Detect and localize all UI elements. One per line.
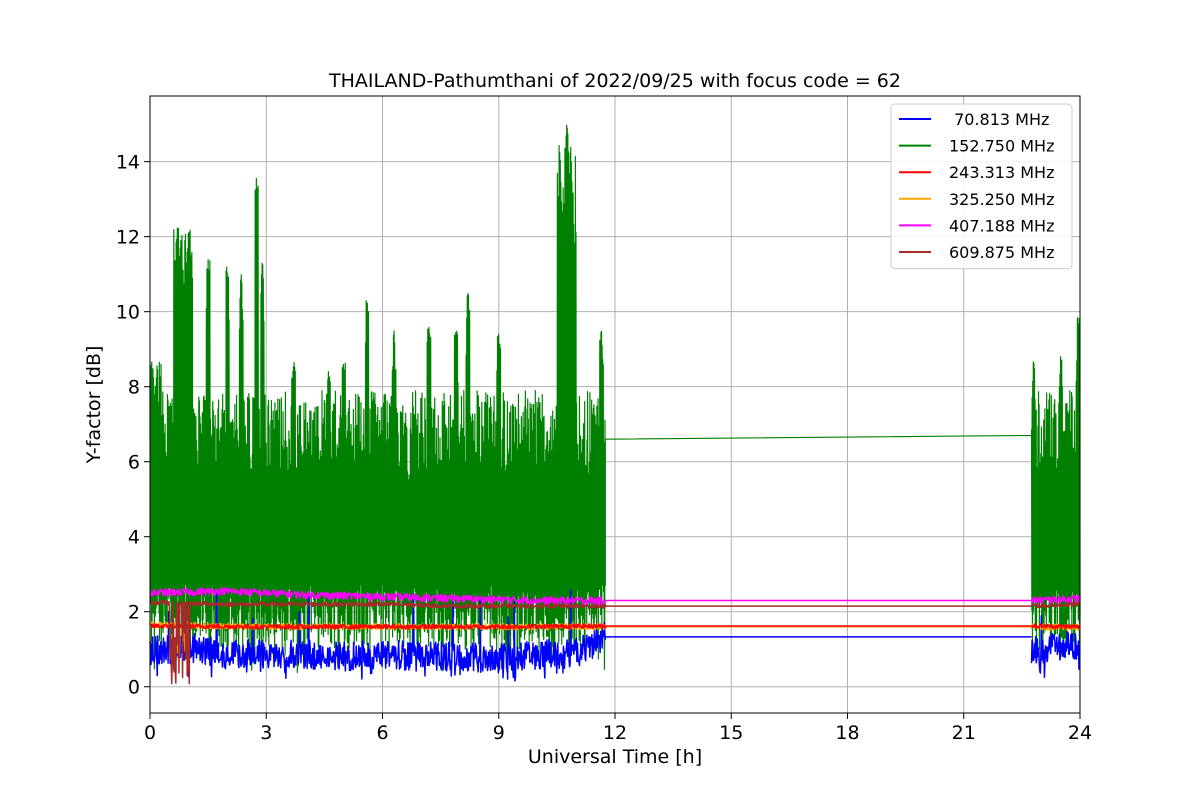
legend-label: 152.750 MHz	[949, 137, 1054, 156]
x-tick-label: 18	[835, 722, 859, 744]
legend-label: 243.313 MHz	[949, 163, 1054, 182]
x-tick-label: 3	[260, 722, 272, 744]
series-line-70-813-mhz	[149, 588, 1081, 682]
legend-label: 407.188 MHz	[949, 216, 1054, 235]
y-tick-label: 4	[128, 527, 140, 549]
y-tick-label: 2	[128, 602, 140, 624]
x-tick-label: 9	[493, 722, 505, 744]
x-tick-label: 12	[603, 722, 627, 744]
x-tick-label: 6	[376, 722, 388, 744]
series-line-609-875-mhz	[149, 599, 1081, 685]
x-axis-label: Universal Time [h]	[528, 746, 702, 768]
series-layer	[149, 124, 1081, 685]
x-tick-label: 21	[952, 722, 976, 744]
legend-box	[890, 103, 1073, 270]
x-tick-label: 0	[144, 722, 156, 744]
series-line-407-188-mhz	[149, 587, 1081, 605]
chart-title: THAILAND-Pathumthani of 2022/09/25 with …	[328, 70, 901, 92]
legend-label: 325.250 MHz	[949, 190, 1054, 209]
series-line-243-313-mhz	[149, 623, 1081, 630]
y-tick-label: 12	[116, 227, 140, 249]
y-tick-label: 14	[116, 152, 140, 174]
legend-label: 609.875 MHz	[949, 243, 1054, 262]
x-tick-label: 24	[1068, 722, 1092, 744]
y-tick-label: 10	[116, 302, 140, 324]
y-tick-label: 6	[128, 452, 140, 474]
x-tick-label: 15	[719, 722, 743, 744]
y-axis-label: Y-factor [dB]	[83, 346, 105, 465]
y-tick-label: 8	[128, 377, 140, 399]
y-tick-label: 0	[128, 677, 140, 699]
legend-label: 70.813 MHz	[949, 110, 1049, 129]
legend: 70.813 MHz 152.750 MHz 243.313 MHz 325.250 …	[890, 103, 1073, 270]
